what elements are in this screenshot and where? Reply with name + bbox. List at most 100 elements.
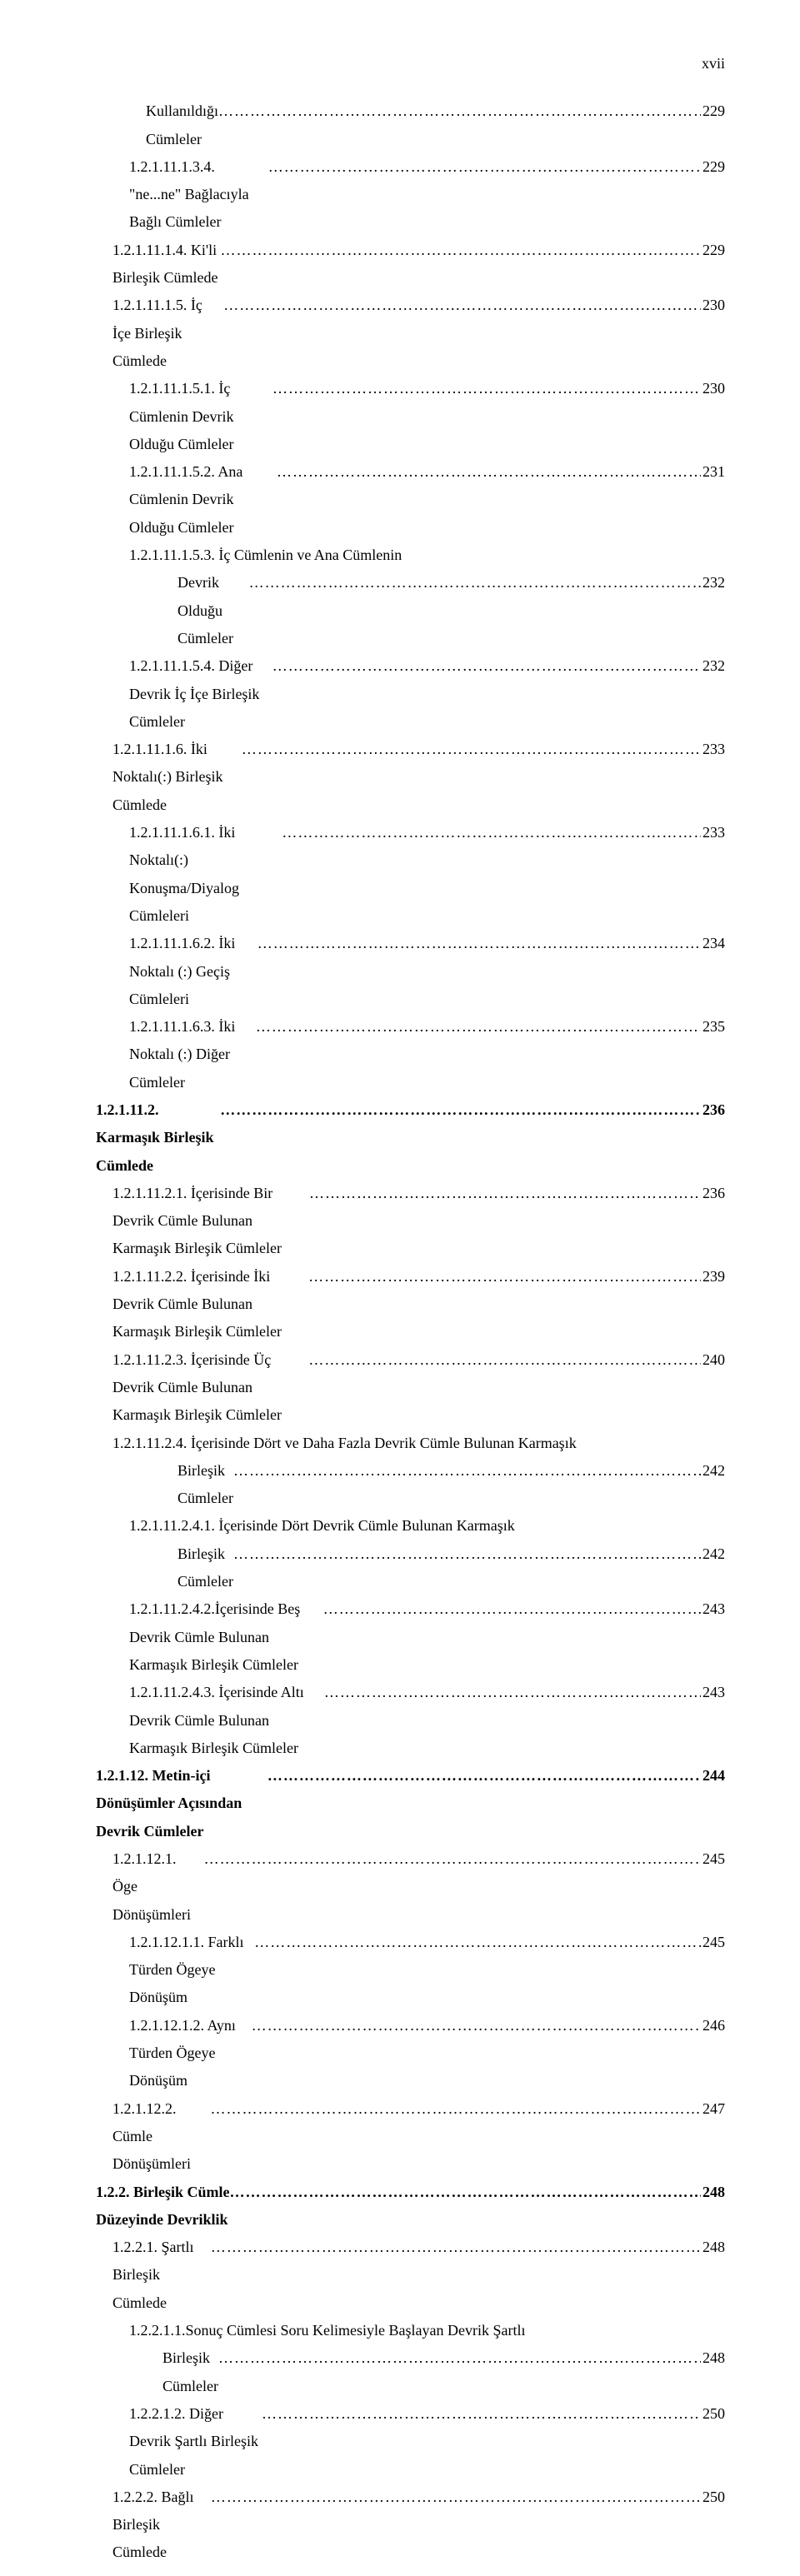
toc-entry-page: 244 [701, 1762, 725, 1790]
toc-leaders: …………………………………………………………………………………………………………… [268, 153, 701, 181]
toc-entry-continuation: Birleşik Cümleler …………………………………………………………… [96, 2344, 725, 2400]
toc-entry-label: 1.2.1.12.1.1. Farklı Türden Ögeye Dönüşü… [129, 1929, 254, 2012]
toc-entry-page: 231 [701, 458, 725, 486]
toc-entry-continuation: Birleşik Cümleler……………………………………………………………… [96, 1540, 725, 1596]
toc-entry-page: 243 [701, 1679, 725, 1706]
toc-entry-label: 1.2.1.11.1.6. İki Noktalı(:) Birleşik Cü… [112, 736, 242, 819]
toc-entry-label: 1.2.2.1.2. Diğer Devrik Şartlı Birleşik … [129, 2400, 262, 2484]
toc-leaders: …………………………………………………………………………………………………………… [324, 1679, 701, 1706]
toc-entry-page: 240 [701, 1346, 725, 1374]
toc-entry-label: 1.2.2.2. Bağlı Birleşik Cümlede [112, 2484, 211, 2567]
toc-leaders: …………………………………………………………………………………………………………… [254, 1929, 701, 1956]
toc-entry: 1.2.1.11.2.4.1. İçerisinde Dört Devrik C… [96, 1512, 725, 1540]
toc-leaders: …………………………………………………………………………………………………………… [308, 1346, 701, 1374]
toc-entry-label: 1.2.1.12.2. Cümle Dönüşümleri [112, 2095, 210, 2179]
toc-entry: 1.2.2.1.1.Sonuç Cümlesi Soru Kelimesiyle… [96, 2317, 725, 2344]
toc-entry-label: 1.2.1.12.1.2. Aynı Türden Ögeye Dönüşüm [129, 2012, 252, 2095]
toc-entry-label: 1.2.1.11.1.6.3. İki Noktalı (:) Diğer Cü… [129, 1013, 256, 1096]
toc-entry: 1.2.2.1.2. Diğer Devrik Şartlı Birleşik … [96, 2400, 725, 2484]
toc-entry: 1.2.1.12.1.2. Aynı Türden Ögeye Dönüşüm…… [96, 2012, 725, 2095]
toc-leaders: …………………………………………………………………………………………………………… [252, 2012, 701, 2039]
toc-entry: 1.2.1.11.2.4.3. İçerisinde Altı Devrik C… [96, 1679, 725, 1762]
toc-leaders: …………………………………………………………………………………………………………… [223, 292, 701, 319]
toc-leaders: …………………………………………………………………………………………………………… [272, 375, 701, 402]
toc-entry: 1.2.1.11.1.6. İki Noktalı(:) Birleşik Cü… [96, 736, 725, 819]
toc-leaders: …………………………………………………………………………………………………………… [210, 2095, 701, 2123]
toc-entry: 1.2.2.2. Bağlı Birleşik Cümlede………………………… [96, 2484, 725, 2567]
toc-entry: 1.2.1.11.2.4. İçerisinde Dört ve Daha Fa… [96, 1430, 725, 1457]
toc-leaders: …………………………………………………………………………………………………………… [309, 1180, 701, 1207]
toc-entry-page: 229 [701, 97, 725, 125]
table-of-contents: Kullanıldığı Cümleler …………………………………………………… [96, 97, 725, 2566]
toc-entry: 1.2.1.11.2. Karmaşık Birleşik Cümlede………… [96, 1096, 725, 1180]
toc-entry: 1.2.2. Birleşik Cümle Düzeyinde Devrikli… [96, 2179, 725, 2234]
toc-entry-page: 242 [701, 1457, 725, 1485]
toc-entry-page: 230 [701, 292, 725, 319]
toc-entry-page: 232 [701, 652, 725, 680]
toc-entry: 1.2.1.11.1.6.2. İki Noktalı (:) Geçiş Cü… [96, 930, 725, 1013]
toc-leaders: …………………………………………………………………………………………………………… [268, 1762, 701, 1790]
toc-entry: 1.2.1.11.2.2. İçerisinde İki Devrik Cüml… [96, 1263, 725, 1346]
toc-entry: 1.2.1.11.1.5. İç İçe Birleşik Cümlede………… [96, 292, 725, 375]
toc-entry: Kullanıldığı Cümleler…………………………………………………… [96, 97, 725, 153]
toc-entry-page: 229 [701, 153, 725, 181]
toc-entry-page: 248 [701, 2234, 725, 2261]
toc-leaders: …………………………………………………………………………………………………………… [308, 1263, 701, 1290]
toc-entry-page: 248 [701, 2344, 725, 2372]
toc-leaders: …………………………………………………………………………………………………………… [262, 2400, 701, 2428]
toc-leaders: …………………………………………………………………………………………………………… [229, 2179, 701, 2206]
toc-entry-page: 248 [701, 2179, 725, 2206]
toc-entry-label: Birleşik Cümleler [162, 2344, 218, 2400]
toc-entry-label: Birleşik Cümleler [178, 1457, 233, 1513]
toc-leaders: …………………………………………………………………………………………………………… [249, 569, 701, 597]
toc-entry-continuation: Birleşik Cümleler……………………………………………………………… [96, 1457, 725, 1513]
toc-entry-page: 246 [701, 2012, 725, 2039]
toc-entry-page: 250 [701, 2400, 725, 2428]
toc-entry: 1.2.1.12.1. Öge Dönüşümleri…………………………………… [96, 1845, 725, 1929]
page-number: xvii [96, 50, 725, 77]
toc-entry-label: 1.2.2.1. Şartlı Birleşik Cümlede [112, 2234, 211, 2317]
toc-leaders: …………………………………………………………………………………………………………… [220, 1096, 701, 1124]
toc-entry: 1.2.1.11.1.6.3. İki Noktalı (:) Diğer Cü… [96, 1013, 725, 1096]
toc-leaders: …………………………………………………………………………………………………………… [258, 930, 701, 957]
toc-leaders: …………………………………………………………………………………………………………… [282, 819, 701, 846]
toc-entry-label: 1.2.1.11.2.1. İçerisinde Bir Devrik Cüml… [112, 1180, 309, 1263]
toc-leaders: …………………………………………………………………………………………………………… [204, 1845, 701, 1873]
toc-entry-label: Birleşik Cümleler [178, 1540, 233, 1596]
toc-entry: 1.2.1.12.2. Cümle Dönüşümleri……………………………… [96, 2095, 725, 2179]
toc-leaders: …………………………………………………………………………………………………………… [277, 458, 701, 486]
toc-entry-label: Kullanıldığı Cümleler [146, 97, 218, 153]
toc-entry: 1.2.2.1. Şartlı Birleşik Cümlede……………………… [96, 2234, 725, 2317]
toc-entry-label: 1.2.1.11.1.6.2. İki Noktalı (:) Geçiş Cü… [129, 930, 258, 1013]
toc-entry-label: 1.2.1.12. Metin-içi Dönüşümler Açısından… [96, 1762, 268, 1845]
toc-entry-label: 1.2.1.12.1. Öge Dönüşümleri [112, 1845, 204, 1929]
toc-entry-page: 229 [701, 237, 725, 264]
toc-entry-label: Devrik Olduğu Cümleler [178, 569, 249, 652]
toc-entry-page: 245 [701, 1845, 725, 1873]
toc-leaders: …………………………………………………………………………………………………………… [242, 736, 701, 763]
toc-entry-page: 233 [701, 819, 725, 846]
toc-entry-label: 1.2.1.11.2.4.2.İçerisinde Beş Devrik Cüm… [129, 1595, 323, 1679]
toc-entry-label: 1.2.1.11.1.5.4. Diğer Devrik İç İçe Birl… [129, 652, 272, 736]
toc-entry-continuation: Devrik Olduğu Cümleler………………………………………………… [96, 569, 725, 652]
toc-leaders: …………………………………………………………………………………………………………… [211, 2484, 701, 2511]
toc-entry-page: 236 [701, 1180, 725, 1207]
toc-leaders: …………………………………………………………………………………………………………… [272, 652, 701, 680]
toc-entry: 1.2.1.12. Metin-içi Dönüşümler Açısından… [96, 1762, 725, 1845]
toc-entry: 1.2.1.11.2.1. İçerisinde Bir Devrik Cüml… [96, 1180, 725, 1263]
toc-entry-page: 242 [701, 1540, 725, 1568]
toc-entry-page: 234 [701, 930, 725, 957]
toc-entry: 1.2.1.11.1.3.4. "ne...ne" Bağlacıyla Bağ… [96, 153, 725, 237]
toc-leaders: …………………………………………………………………………………………………………… [256, 1013, 701, 1041]
toc-entry: 1.2.1.11.1.5.2. Ana Cümlenin Devrik Oldu… [96, 458, 725, 542]
toc-entry: 1.2.1.11.1.4. Ki'li Birleşik Cümlede…………… [96, 237, 725, 292]
toc-entry-page: 247 [701, 2095, 725, 2123]
toc-entry-label: 1.2.1.11.2.3. İçerisinde Üç Devrik Cümle… [112, 1346, 308, 1430]
toc-leaders: …………………………………………………………………………………………………………… [221, 237, 702, 264]
toc-entry: 1.2.1.11.1.5.4. Diğer Devrik İç İçe Birl… [96, 652, 725, 736]
toc-entry: 1.2.1.11.1.6.1. İki Noktalı(:) Konuşma/D… [96, 819, 725, 930]
toc-entry-label: 1.2.1.11.1.3.4. "ne...ne" Bağlacıyla Bağ… [129, 153, 268, 237]
toc-entry-label: 1.2.1.11.1.4. Ki'li Birleşik Cümlede [112, 237, 221, 292]
toc-entry-label: 1.2.1.11.1.5. İç İçe Birleşik Cümlede [112, 292, 223, 375]
toc-entry-page: 233 [701, 736, 725, 763]
